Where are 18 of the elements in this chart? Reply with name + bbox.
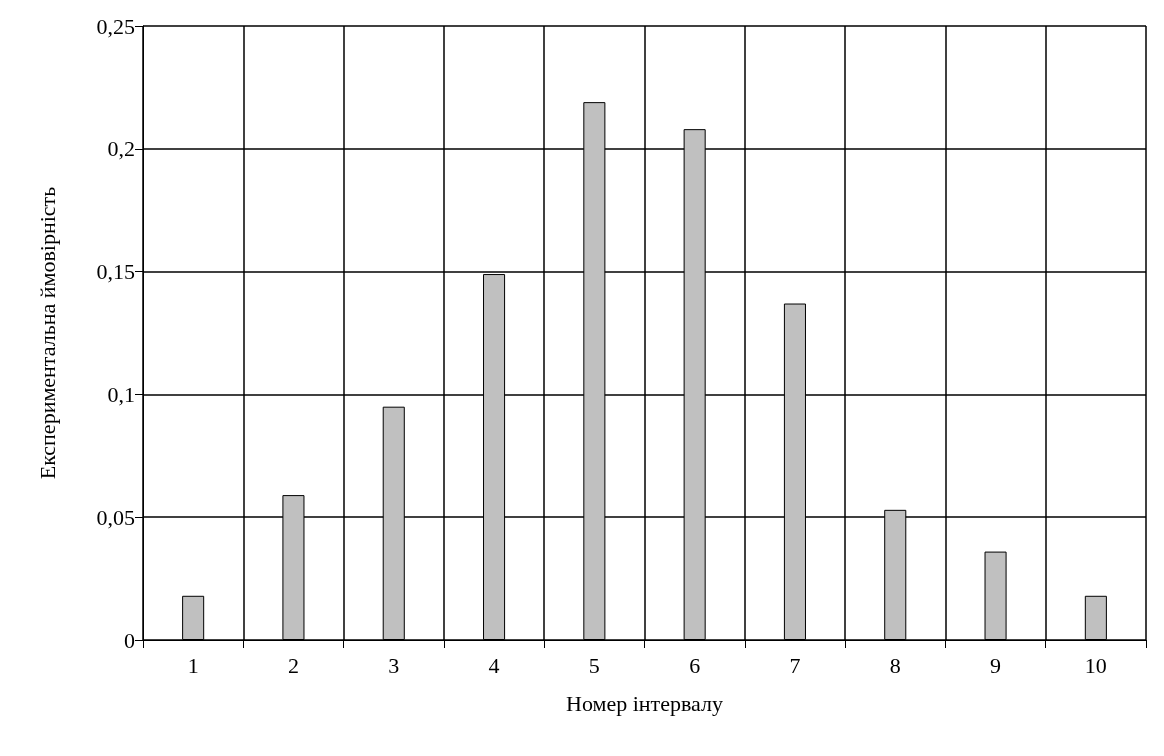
x-tick-label: 8 [889,652,901,678]
y-tick-label: 0 [124,627,135,653]
y-tick-label: 0,2 [107,136,135,162]
x-axis-title: Номер інтервалу [566,690,723,716]
x-tick-label: 1 [187,652,199,678]
x-tick-label: 5 [588,652,600,678]
x-tick-label: 10 [1084,652,1107,678]
x-tick-label: 4 [488,652,500,678]
x-tick-label: 3 [388,652,400,678]
x-tick-label: 2 [287,652,299,678]
y-tick-label: 0,25 [96,13,135,39]
y-tick-label: 0,15 [96,259,135,285]
x-tick-label: 6 [689,652,701,678]
y-axis-title: Експериментальна ймовірність [34,186,60,480]
x-tick-label: 9 [990,652,1002,678]
y-tick-label: 0,05 [96,504,135,530]
x-tick-label: 7 [789,652,801,678]
y-tick-label: 0,1 [107,381,135,407]
